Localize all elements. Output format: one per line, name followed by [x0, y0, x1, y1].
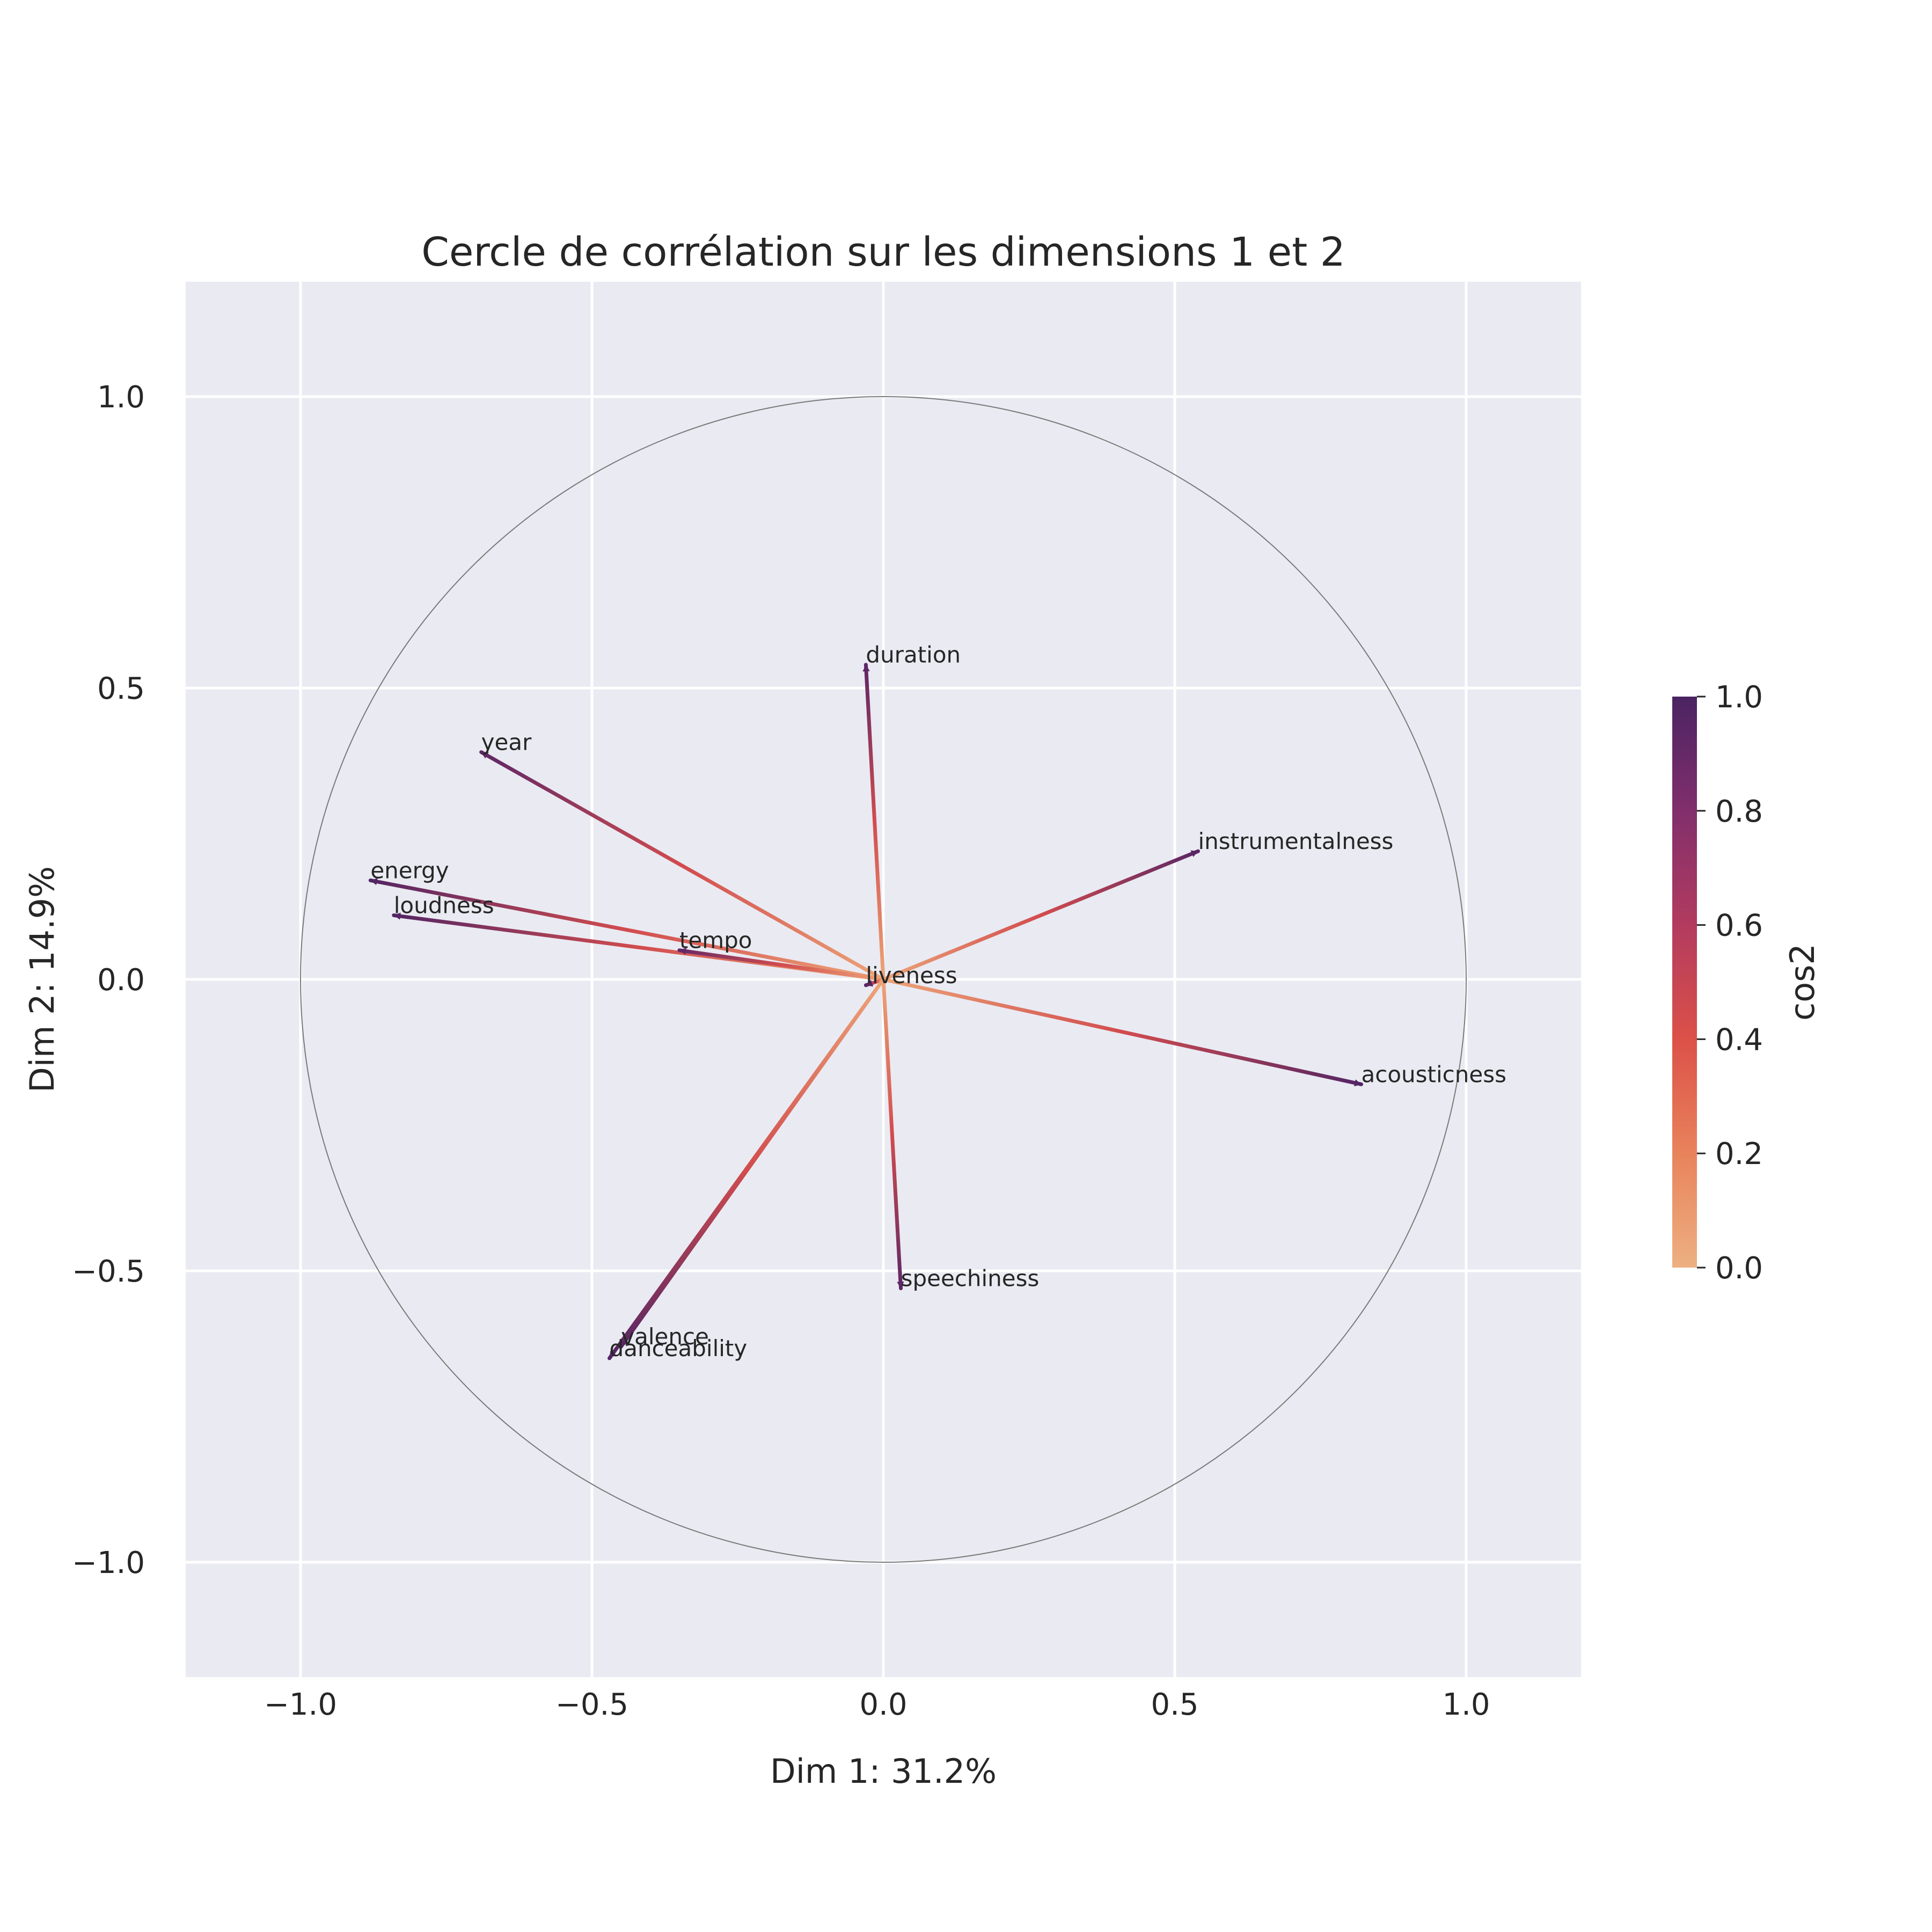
- arrow-head-loudness: [393, 912, 401, 920]
- x-tick-label: −0.5: [555, 1687, 628, 1722]
- y-tick-label: 0.0: [97, 963, 145, 998]
- x-tick-label: 1.0: [1442, 1687, 1490, 1722]
- colorbar-gradient: [1672, 697, 1697, 1268]
- variable-label-layer: duration year energy loudness tempo liveness i…: [370, 642, 1506, 1362]
- arrow-energy: [368, 878, 885, 982]
- arrow-tempo: [677, 948, 885, 982]
- arrow-danceability: [608, 977, 885, 1360]
- y-axis-label: Dim 2: 14.9%: [23, 866, 62, 1093]
- x-tick-label: 0.0: [859, 1687, 907, 1722]
- arrow-head-year: [481, 752, 489, 759]
- arrow-duration: [863, 663, 885, 982]
- arrow-acousticness: [881, 977, 1364, 1086]
- label-energy: energy: [370, 857, 449, 883]
- arrow-head-acousticness: [1354, 1079, 1362, 1087]
- arrow-head-tempo: [679, 947, 687, 955]
- label-tempo: tempo: [679, 927, 752, 954]
- label-loudness: loudness: [394, 892, 494, 919]
- label-year: year: [481, 729, 532, 755]
- arrow-layer: [368, 663, 1364, 1360]
- label-liveness: liveness: [866, 962, 957, 989]
- y-tick-labels: −1.0 −0.5 0.0 0.5 1.0: [72, 380, 145, 1580]
- colorbar: 0.0 0.2 0.4 0.6 0.8 1.0 cos2: [1672, 680, 1822, 1286]
- x-tick-label: −1.0: [264, 1687, 337, 1722]
- colorbar-ticks: 0.0 0.2 0.4 0.6 0.8 1.0: [1697, 680, 1763, 1286]
- arrow-instrumentalness: [881, 849, 1200, 982]
- arrow-head-instrumentalness: [1190, 850, 1198, 857]
- x-axis-label: Dim 1: 31.2%: [770, 1752, 997, 1791]
- y-tick-label: −0.5: [72, 1254, 145, 1289]
- colorbar-tick-label: 0.8: [1715, 794, 1763, 829]
- arrow-head-liveness: [866, 979, 874, 987]
- x-tick-labels: −1.0 −0.5 0.0 0.5 1.0: [264, 1687, 1490, 1722]
- arrow-head-speechiness: [897, 1281, 904, 1289]
- arrow-head-energy: [370, 878, 378, 885]
- chart-title: Cercle de corrélation sur les dimensions…: [421, 229, 1345, 275]
- label-valence: valence: [621, 1323, 709, 1350]
- y-tick-label: 1.0: [97, 380, 145, 415]
- label-duration: duration: [866, 642, 961, 668]
- colorbar-label: cos2: [1783, 943, 1822, 1021]
- x-tick-label: 0.5: [1151, 1687, 1198, 1722]
- arrow-head-danceability: [609, 1351, 617, 1358]
- colorbar-tick-label: 0.0: [1715, 1251, 1763, 1286]
- label-instrumentalness: instrumentalness: [1198, 828, 1393, 854]
- colorbar-tick-label: 0.6: [1715, 909, 1763, 943]
- label-acousticness: acousticness: [1362, 1061, 1506, 1087]
- colorbar-tick-label: 0.4: [1715, 1022, 1763, 1057]
- arrow-head-duration: [862, 664, 870, 672]
- label-speechiness: speechiness: [901, 1265, 1040, 1292]
- unit-circle: [300, 396, 1467, 1563]
- y-tick-label: 0.5: [97, 671, 145, 706]
- arrow-speechiness: [881, 977, 903, 1291]
- y-tick-label: −1.0: [72, 1546, 145, 1580]
- colorbar-tick-label: 0.2: [1715, 1137, 1763, 1172]
- colorbar-tick-label: 1.0: [1715, 680, 1763, 715]
- label-danceability: danceability: [610, 1335, 748, 1362]
- arrow-year: [479, 750, 885, 982]
